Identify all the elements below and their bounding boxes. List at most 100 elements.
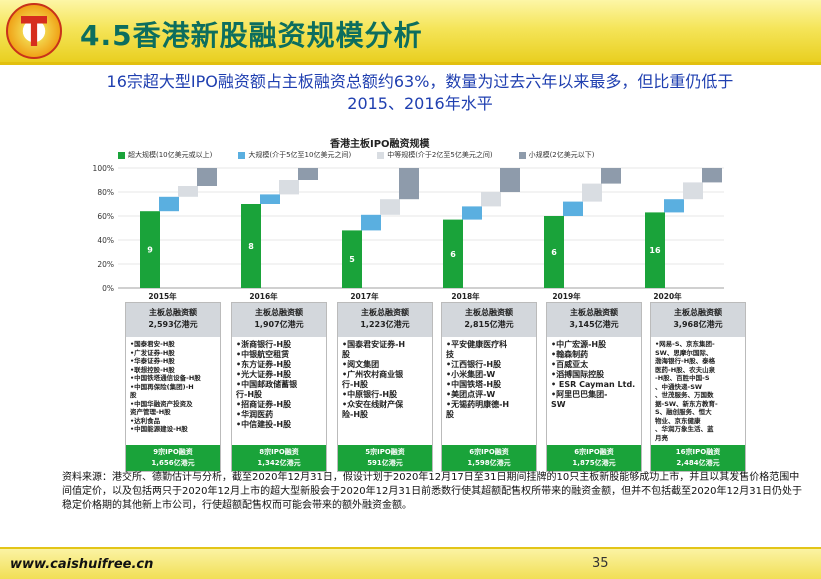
legend-swatch	[118, 151, 125, 159]
bar-segment	[159, 196, 179, 212]
list-item: •中国邮政储蓄银	[236, 380, 298, 389]
list-item: 股	[342, 350, 350, 359]
x-tick-label: 2015年	[148, 291, 177, 301]
footer-amount: 1,598亿港元	[467, 459, 511, 467]
year-detail-column: 主板总融资额 1,223亿港元 •国泰君安证券-H 股 •阅文集团 •广州农村商业银 行…	[337, 302, 433, 472]
column-header: 主板总融资额 1,223亿港元	[338, 303, 432, 337]
legend-swatch	[377, 151, 385, 159]
bar-segment	[361, 214, 381, 231]
footer-amount: 591亿港元	[367, 459, 403, 467]
legend-item: 小规模(2亿美元以下)	[518, 150, 595, 160]
list-item: 行-H股	[236, 390, 263, 399]
list-item: •众安在线财产保	[342, 400, 404, 409]
bar-segment	[279, 180, 299, 195]
y-tick-label: 20%	[97, 260, 114, 269]
footer-bar: www.caishuifree.cn 35	[0, 547, 821, 579]
legend-label: 大规模(介于5亿至10亿美元之间)	[248, 151, 352, 159]
bar-segment	[500, 168, 520, 192]
bar-segment	[563, 201, 583, 216]
list-item: •平安健康医疗科	[446, 340, 508, 349]
list-item: 、世茂服务、万国数	[655, 391, 714, 399]
list-item: 险-H股	[342, 410, 369, 419]
footer-count: 5宗IPO融资	[365, 448, 405, 456]
legend-item: 大规模(介于5亿至10亿美元之间)	[238, 150, 351, 160]
column-header-amount: 3,145亿港元	[569, 320, 619, 329]
header-bar: 4.5香港新股融资规模分析	[0, 0, 821, 62]
list-item: • ESR Cayman Ltd.	[551, 380, 636, 389]
list-item: •东方证券-H股	[236, 360, 292, 369]
bar-segment	[664, 199, 684, 213]
legend-label: 超大规模(10亿美元或以上)	[128, 151, 213, 159]
company-list: •网易-S、京东集团- SW、思摩尔国际、 渤海银行-H股、泰格 医药-H股、农…	[651, 337, 745, 445]
list-item: •中广宏源-H股	[551, 340, 607, 349]
list-item: •中银航空租赁	[236, 350, 290, 359]
column-footer: 6宗IPO融资 1,598亿港元	[442, 445, 536, 471]
column-header-amount: 2,593亿港元	[148, 320, 198, 329]
footer-count: 6宗IPO融资	[574, 448, 614, 456]
list-item: •国泰君安证券-H	[342, 340, 406, 349]
x-tick-label: 2017年	[350, 291, 379, 301]
year-detail-column: 主板总融资额 2,815亿港元 •平安健康医疗科 技 •江西银行-H股 •小米集团-W •…	[441, 302, 537, 472]
list-item: •小米集团-W	[446, 370, 496, 379]
page-number: 35	[592, 556, 609, 571]
bar-segment	[683, 182, 703, 200]
column-footer: 5宗IPO融资 591亿港元	[338, 445, 432, 471]
legend-label: 中等规模(介于2亿至5亿美元之间)	[387, 151, 493, 159]
year-detail-column: 主板总融资额 3,145亿港元 •中广宏源-H股 •翰森制药 •百威亚太 •滔搏国际控股 •…	[546, 302, 642, 472]
list-item: •中国能源建设-H股	[130, 425, 188, 433]
column-header: 主板总融资额 3,145亿港元	[547, 303, 641, 337]
chart-legend: 超大规模(10亿美元或以上) 大规模(介于5亿至10亿美元之间) 中等规模(介于…	[118, 150, 621, 160]
footer-count: 9宗IPO融资	[153, 448, 193, 456]
list-item: 物业、京东健康	[655, 416, 701, 425]
y-tick-label: 0%	[102, 284, 114, 293]
column-header-title: 主板总融资额	[255, 308, 303, 317]
list-item: •无锡药明康德-H	[446, 400, 510, 409]
list-item: •江西银行-H股	[446, 360, 502, 369]
column-header-amount: 1,223亿港元	[360, 320, 410, 329]
company-list: •浙商银行-H股 •中银航空租赁 •东方证券-H股 •光大证券-H股 •中国邮政储蓄银 …	[232, 337, 326, 445]
column-header-amount: 1,907亿港元	[254, 320, 304, 329]
y-tick-label: 80%	[97, 188, 114, 197]
list-item: •网易-S、京东集团-	[655, 340, 715, 348]
header-divider	[0, 62, 821, 65]
list-item: •翰森制药	[551, 350, 589, 359]
x-tick-label: 2018年	[451, 291, 480, 301]
column-header-title: 主板总融资额	[674, 308, 722, 317]
list-item: •中信建投-H股	[236, 420, 292, 429]
legend-label: 小规模(2亿美元以下)	[528, 151, 595, 159]
list-item: 月亮	[655, 433, 668, 442]
column-header: 主板总融资额 2,593亿港元	[126, 303, 220, 337]
legend-swatch	[238, 151, 246, 159]
company-list: •平安健康医疗科 技 •江西银行-H股 •小米集团-W •中国铁塔-H股 •美团点评-W…	[442, 337, 536, 445]
legend-item: 超大规模(10亿美元或以上)	[118, 150, 212, 160]
bar-segment	[582, 183, 602, 202]
list-item: 渤海银行-H股、泰格	[655, 357, 716, 365]
list-item: •光大证券-H股	[236, 370, 292, 379]
source-note: 资料来源：港交所、德勤估计与分析，截至2020年12月31日，假设计划于2020…	[62, 472, 802, 511]
bar-segment	[178, 186, 198, 197]
bar-segment	[197, 168, 217, 186]
column-header-title: 主板总融资额	[361, 308, 409, 317]
bar-segment	[443, 219, 463, 288]
list-item: •百威亚太	[551, 360, 589, 369]
list-item: 行-H股	[342, 380, 369, 389]
list-item: S、融创服务、恒大	[655, 408, 712, 416]
data-label: 6	[450, 250, 456, 259]
x-tick-label: 2016年	[249, 291, 278, 301]
list-item: •中国铁塔-H股	[446, 380, 502, 389]
list-item: •中国华融资产投资及	[130, 399, 193, 408]
list-item: SW、思摩尔国际、	[655, 348, 713, 357]
bar-segment	[544, 216, 564, 288]
footer-url[interactable]: www.caishuifree.cn	[10, 557, 154, 572]
footer-count: 6宗IPO融资	[469, 448, 509, 456]
column-footer: 16宗IPO融资 2,484亿港元	[651, 445, 745, 471]
list-item: -H股、百胜中国-S	[655, 374, 710, 382]
list-item: 医药-H股、农夫山泉	[655, 365, 716, 374]
column-header: 主板总融资额 2,815亿港元	[442, 303, 536, 337]
data-label: 5	[349, 255, 355, 264]
list-item: •招商证券-H股	[236, 400, 292, 409]
data-label: 8	[248, 242, 254, 251]
bar-segment	[462, 206, 482, 220]
column-header: 主板总融资额 3,968亿港元	[651, 303, 745, 337]
list-item: •广州农村商业银	[342, 370, 404, 379]
